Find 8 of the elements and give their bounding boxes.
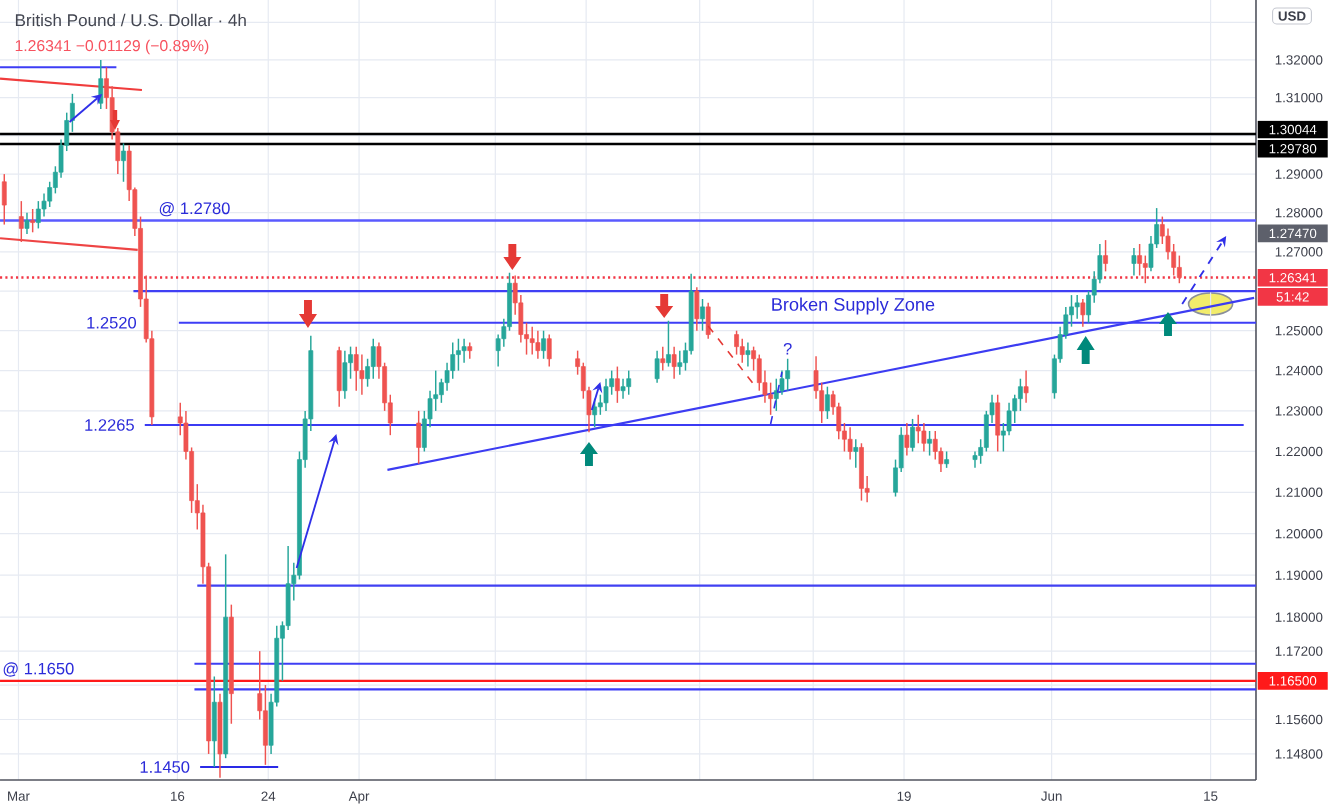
text: British Pound / U.S. Dollar · 4h <box>15 13 246 27</box>
annotation: @ 1.2780 <box>159 202 230 217</box>
annotation: @ 1.1650 <box>3 662 74 677</box>
series-label: 1.2265 <box>85 419 134 431</box>
annotation: Broken Supply Zone <box>772 297 935 315</box>
series-label: 1.1450 <box>140 761 190 773</box>
text: 1.2520 <box>87 316 137 329</box>
annotation: ? <box>783 342 792 355</box>
